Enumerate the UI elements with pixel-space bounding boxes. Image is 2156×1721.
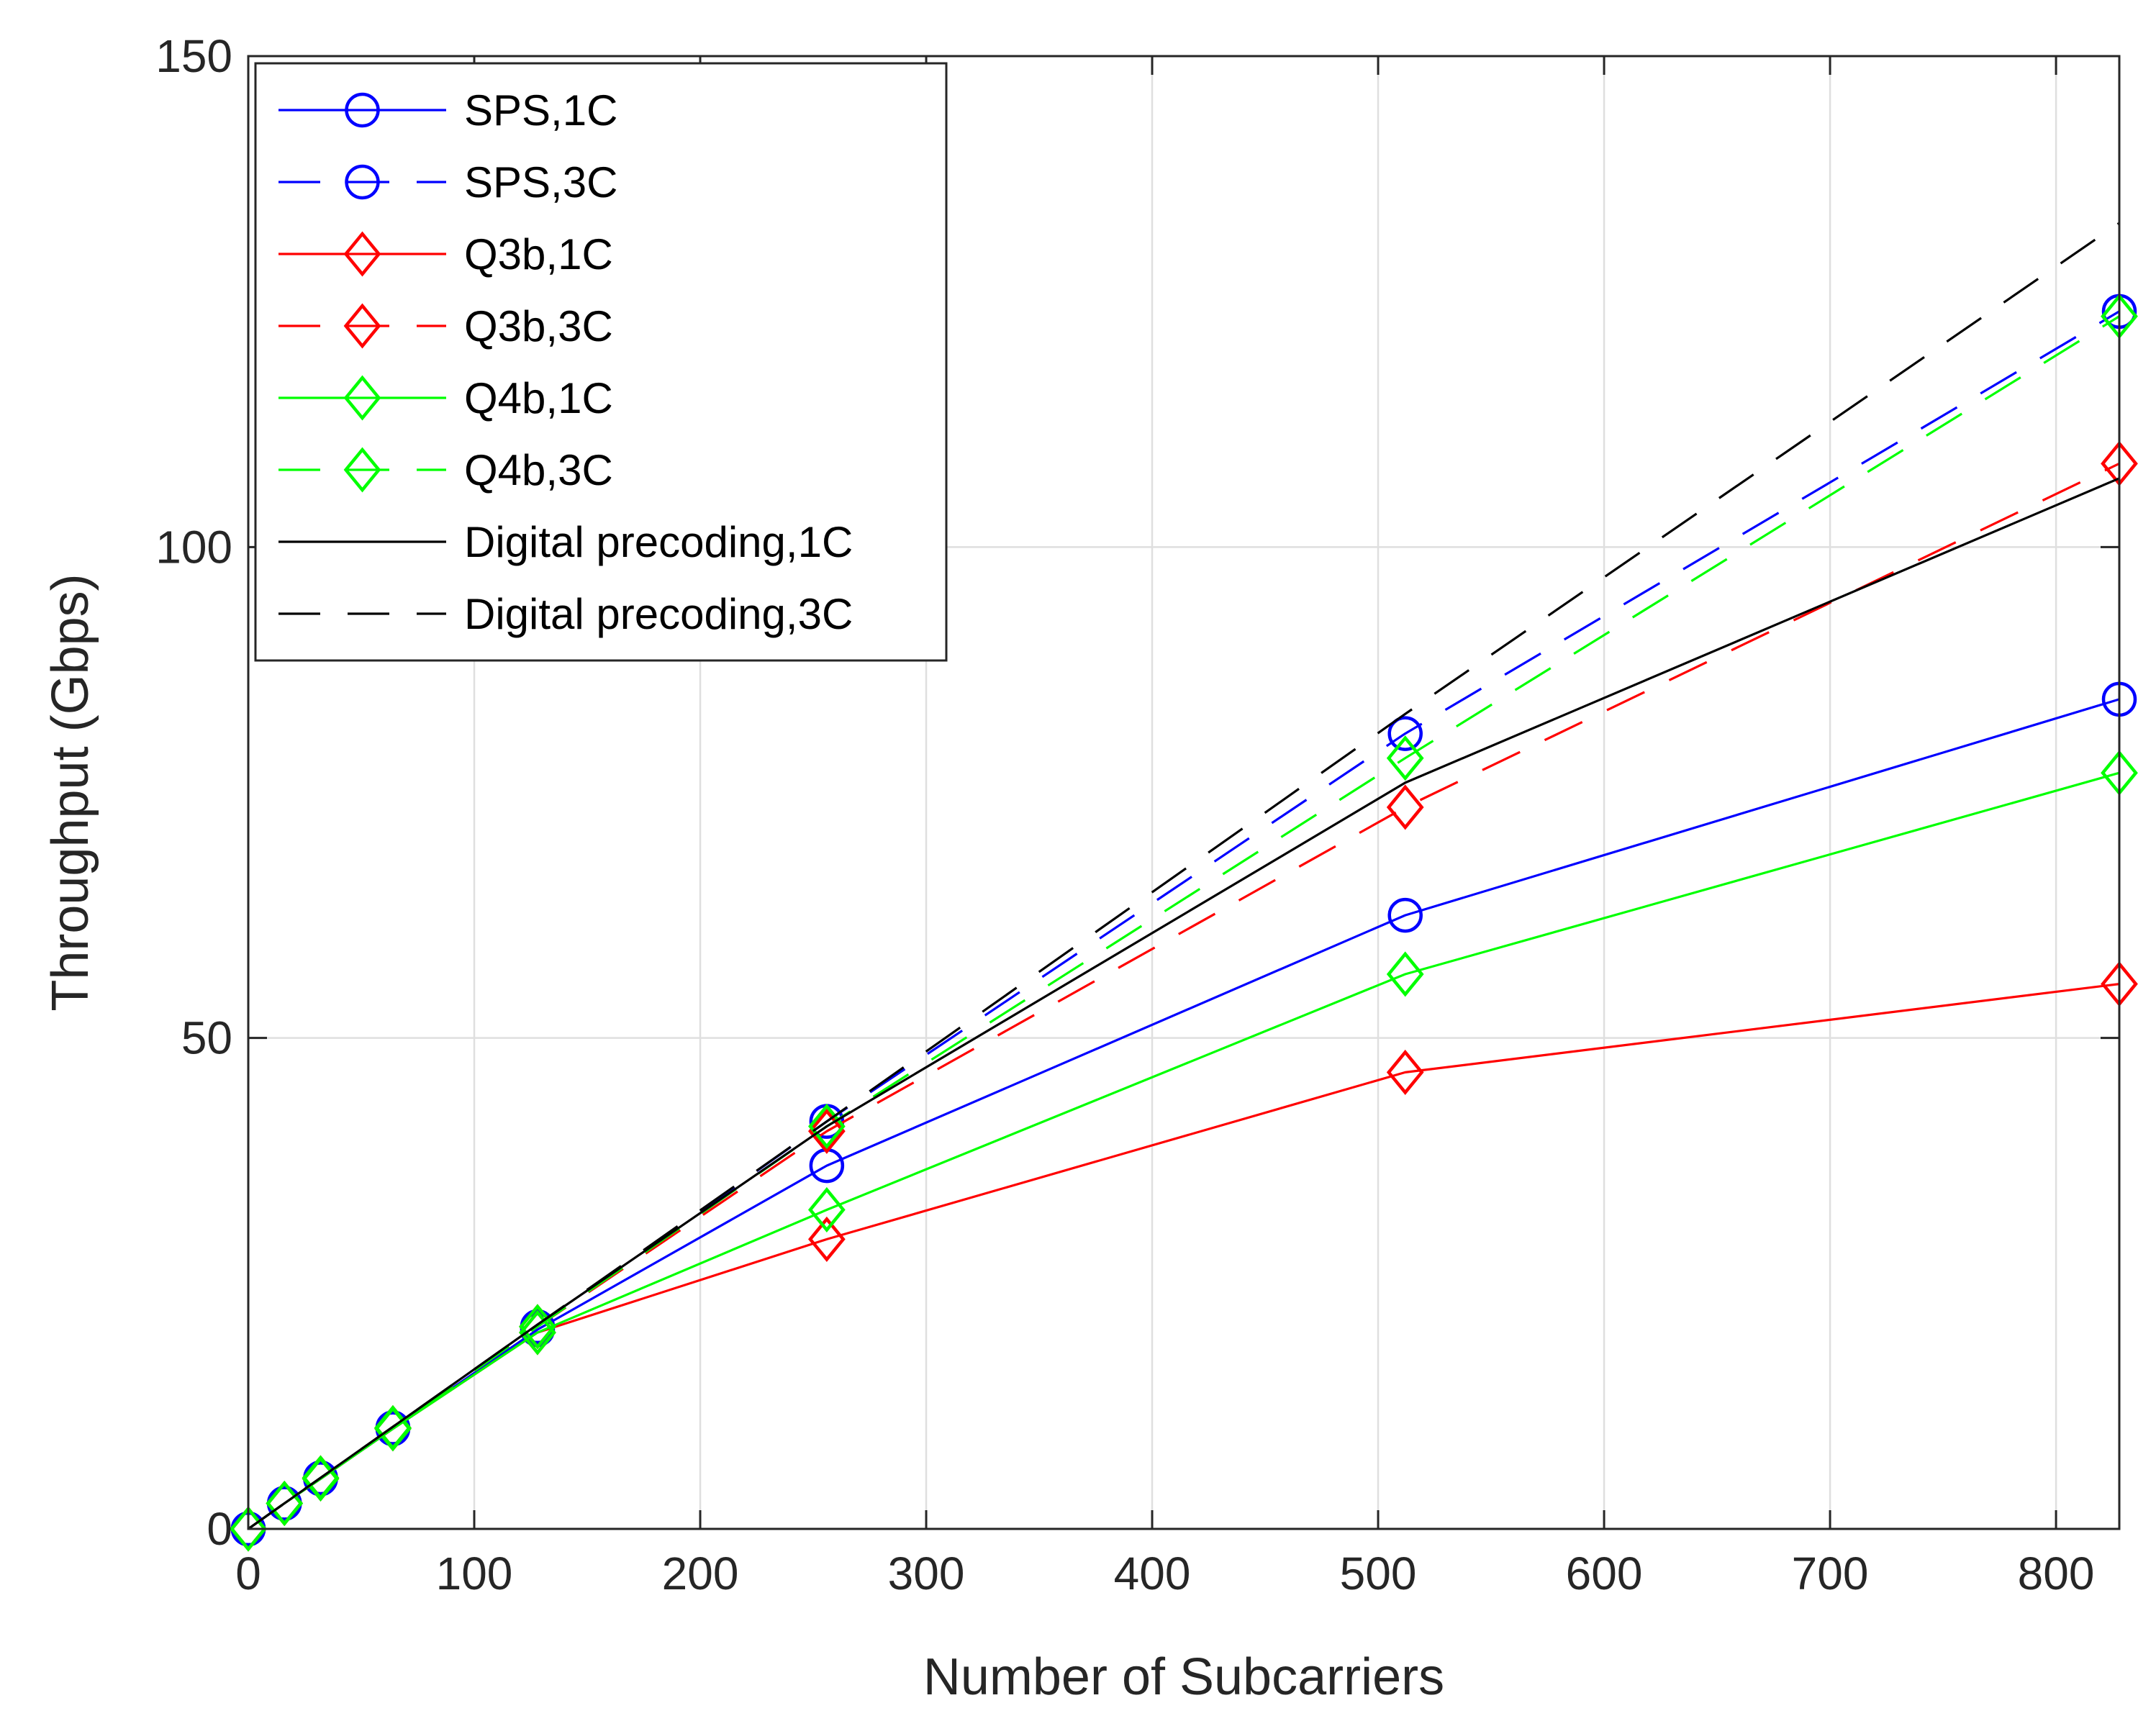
legend-marker-sps-1c xyxy=(345,92,380,128)
series-group xyxy=(230,222,2138,1552)
x-tick-label: 700 xyxy=(1792,1548,1869,1599)
legend-label-digital-precoding-3c: Digital precoding,3C xyxy=(464,590,853,638)
legend-box xyxy=(254,62,948,662)
legend-label-q4b-3c: Q4b,3C xyxy=(464,446,613,494)
x-tick-label: 600 xyxy=(1566,1548,1643,1599)
legend-marker-sps-3c xyxy=(345,164,380,200)
data-point-q4b-1c xyxy=(519,1309,556,1356)
y-tick-label: 0 xyxy=(207,1503,232,1555)
legend: SPS,1C SPS,3C Q3b,1C Q3b,3C Q4b,1C Q4b,3C Digi… xyxy=(254,62,948,662)
series-line-q4b-3c xyxy=(248,315,2120,1530)
x-axis-label: Number of Subcarriers xyxy=(923,1648,1444,1706)
plot-frame xyxy=(247,55,2121,1530)
data-point-q3b-3c xyxy=(1386,784,1424,830)
x-tick-label: 500 xyxy=(1340,1548,1417,1599)
data-point-q3b-3c xyxy=(807,1108,846,1154)
legend-label-sps-3c: SPS,3C xyxy=(464,158,617,206)
x-tick-label: 300 xyxy=(888,1548,965,1599)
y-axis-label: Throughput (Gbps) xyxy=(42,573,99,1011)
x-tick-label: 800 xyxy=(2018,1548,2095,1599)
legend-label-sps-1c: SPS,1C xyxy=(464,86,617,135)
legend-marker-q3b-1c xyxy=(343,231,381,277)
data-point-sps-1c xyxy=(1387,897,1423,933)
y-tick-label: 100 xyxy=(155,521,232,573)
data-point-q3b-1c xyxy=(807,1216,846,1262)
series-digital-precoding-1c xyxy=(248,477,2120,1530)
data-point-q4b-1c xyxy=(807,1186,846,1233)
y-tick-label: 150 xyxy=(155,30,232,82)
legend-label-q4b-1c: Q4b,1C xyxy=(464,374,613,422)
data-point-q4b-3c xyxy=(374,1404,412,1450)
x-tick-label: 400 xyxy=(1114,1548,1191,1599)
tick-labels: 0 100 200 300 400 500 600 700 800 0 50 100 150 xyxy=(155,30,2094,1599)
series-line-digital-precoding-1c xyxy=(248,477,2120,1530)
y-tick-label: 50 xyxy=(181,1012,232,1064)
data-point-q3b-1c xyxy=(1386,1049,1424,1095)
x-tick-label: 0 xyxy=(235,1548,261,1599)
series-line-q3b-3c xyxy=(248,462,2120,1530)
data-point-q4b-3c xyxy=(1386,735,1424,781)
data-point-q4b-1c xyxy=(1386,951,1424,997)
legend-label-q3b-3c: Q3b,3C xyxy=(464,302,613,350)
legend-label-q3b-1c: Q3b,1C xyxy=(464,230,613,278)
data-point-sps-3c xyxy=(1387,716,1423,751)
x-tick-label: 100 xyxy=(436,1548,513,1599)
legend-marker-q4b-3c xyxy=(343,447,381,493)
data-point-q4b-3c xyxy=(519,1304,556,1350)
x-tick-label: 200 xyxy=(662,1548,739,1599)
legend-marker-q4b-1c xyxy=(343,375,381,421)
legend-marker-q3b-3c xyxy=(343,303,381,349)
legend-label-digital-precoding-1c: Digital precoding,1C xyxy=(464,518,853,566)
